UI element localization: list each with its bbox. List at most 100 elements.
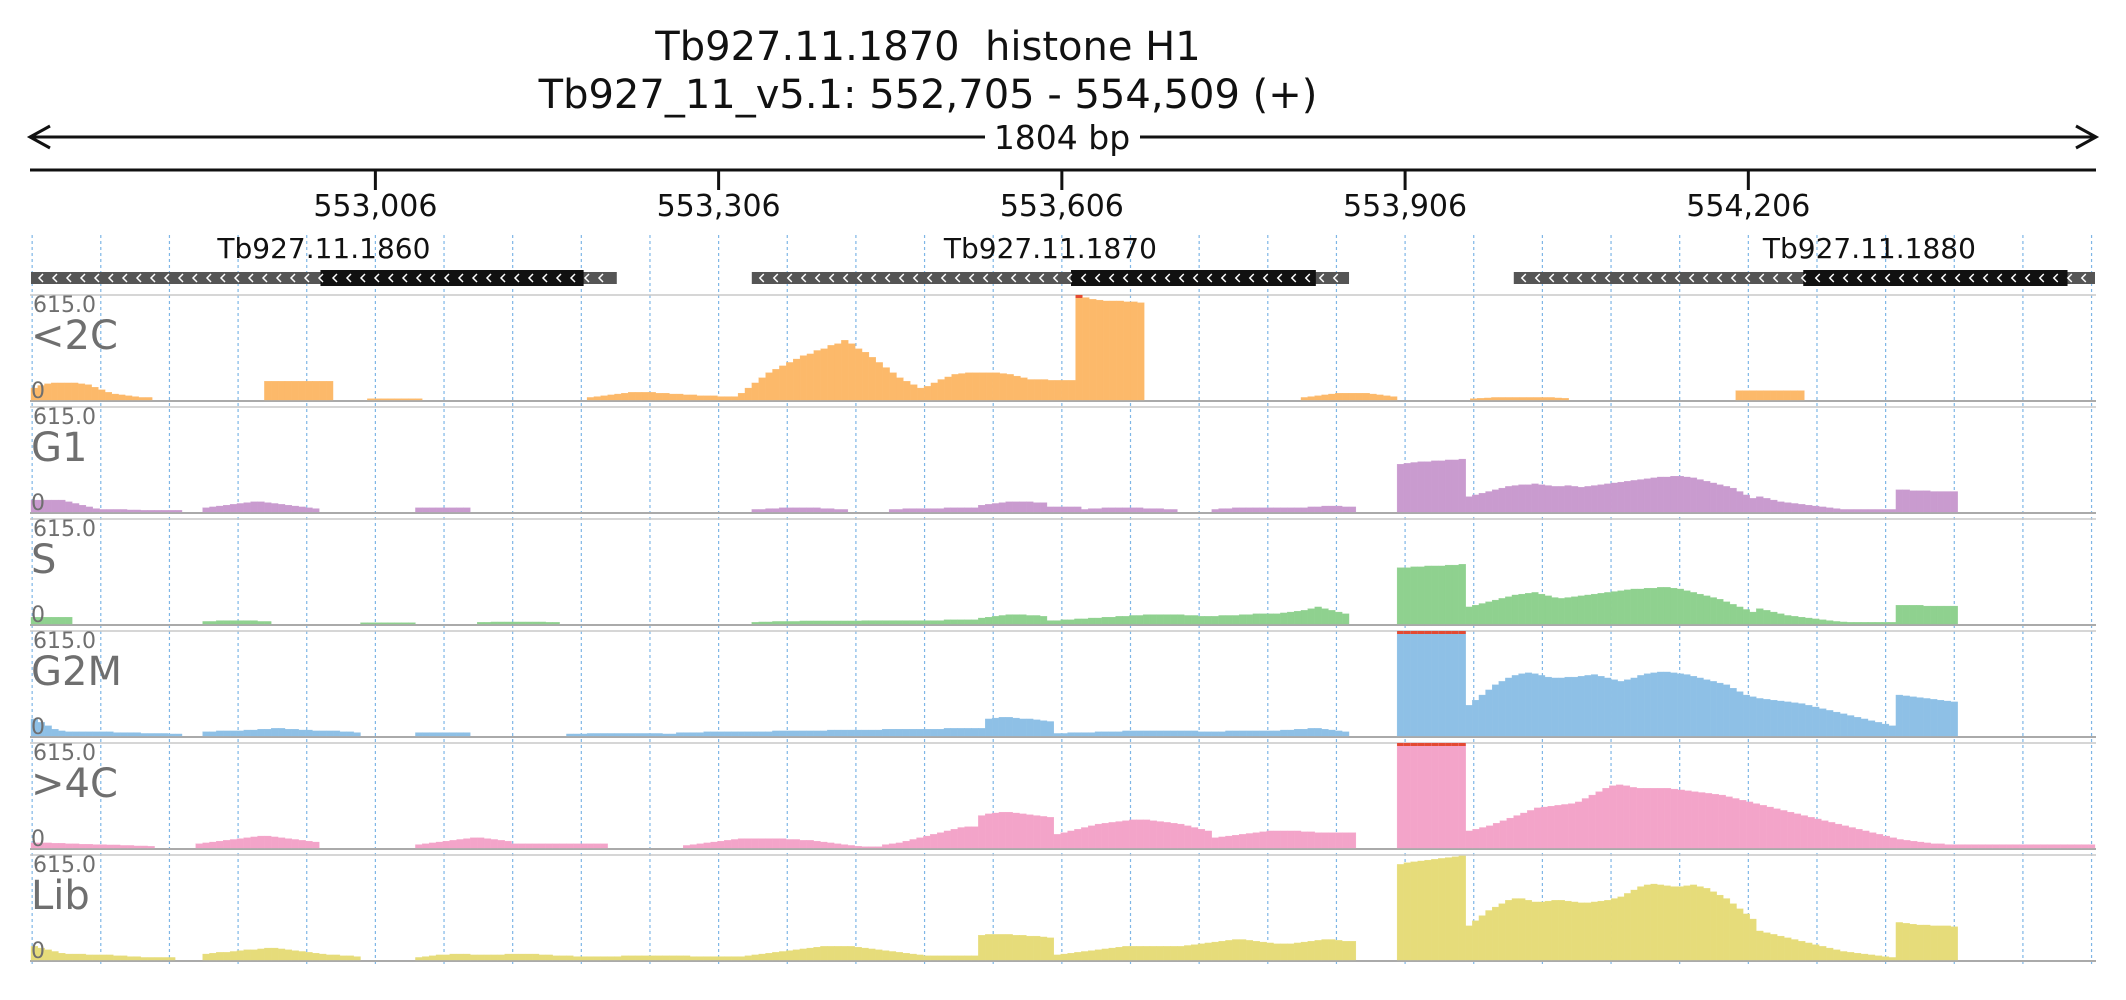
signal-bar <box>1410 566 1418 625</box>
signal-bar <box>710 956 718 961</box>
signal-bar <box>751 838 759 849</box>
signal-bar <box>827 345 835 401</box>
signal-bar <box>44 617 52 625</box>
signal-bar <box>1266 507 1274 513</box>
signal-bar <box>1709 597 1717 625</box>
signal-bar <box>1518 593 1526 625</box>
signal-bar <box>1348 832 1357 849</box>
signal-bar <box>1472 699 1480 737</box>
signal-bar <box>120 955 128 961</box>
strand-arrow-icon <box>856 273 863 283</box>
signal-bar <box>1544 900 1552 961</box>
signal-bar <box>1846 952 1855 961</box>
signal-bar <box>1763 610 1771 625</box>
signal-bar <box>1790 390 1798 401</box>
signal-bar <box>1520 812 1528 849</box>
signal-bar <box>1860 622 1869 625</box>
signal-bar <box>1067 830 1075 849</box>
signal-bar <box>1252 941 1260 961</box>
axis-tick-label: 553,006 <box>313 189 437 224</box>
signal-bar <box>374 398 382 401</box>
signal-bar <box>621 733 629 737</box>
signal-bar <box>957 955 965 961</box>
signal-bar <box>1888 509 1897 513</box>
signal-bar <box>1293 830 1302 849</box>
signal-bar <box>1505 397 1513 401</box>
signal-bar <box>717 956 725 961</box>
signal-bar <box>525 953 533 961</box>
signal-bar <box>799 840 807 849</box>
signal-bar <box>1046 937 1054 961</box>
strand-arrow-icon <box>1982 273 1989 283</box>
signal-bar <box>1039 720 1048 737</box>
signal-bar <box>1472 494 1480 513</box>
signal-bar <box>463 953 471 961</box>
signal-bar <box>648 392 656 401</box>
signal-bar <box>161 510 169 513</box>
signal-bar <box>628 392 636 401</box>
signal-bar <box>57 382 65 401</box>
signal-bar <box>1518 484 1526 513</box>
signal-bar <box>1197 943 1206 961</box>
signal-bar <box>1225 940 1233 961</box>
signal-bar <box>435 507 444 513</box>
signal-bar <box>1266 830 1274 849</box>
signal-bar <box>717 841 725 849</box>
signal-bar <box>367 398 375 401</box>
signal-bar <box>91 387 99 401</box>
signal-bar <box>1889 837 1897 849</box>
strand-arrow-icon <box>331 273 338 283</box>
signal-bar <box>854 620 862 625</box>
signal-bar <box>1604 677 1612 737</box>
signal-bar <box>1129 946 1137 961</box>
signal-bar <box>1902 695 1910 737</box>
signal-bar <box>1683 885 1691 961</box>
signal-bar <box>834 509 842 513</box>
signal-bar <box>1527 810 1535 849</box>
signal-bar <box>1657 587 1665 625</box>
signal-bar <box>2019 844 2027 849</box>
signal-bar <box>133 509 141 513</box>
strand-arrow-icon <box>289 273 296 283</box>
signal-bar <box>882 844 890 849</box>
signal-bar <box>538 843 547 849</box>
signal-bar <box>99 509 107 513</box>
signal-bar <box>1081 951 1089 961</box>
signal-bar <box>113 955 121 961</box>
signal-bar <box>1245 940 1254 961</box>
signal-bar <box>1328 729 1336 737</box>
signal-bar <box>1485 689 1493 737</box>
strand-arrow-icon <box>2066 273 2073 283</box>
signal-bar <box>1575 801 1583 849</box>
signal-bar <box>744 387 752 401</box>
signal-bar <box>1184 615 1192 625</box>
signal-bar <box>422 732 430 737</box>
signal-bar <box>1881 509 1890 513</box>
strand-arrow-icon <box>275 273 282 283</box>
signal-bar <box>1053 954 1061 961</box>
signal-bar <box>1812 706 1820 737</box>
signal-bar <box>2067 844 2075 849</box>
signal-bar <box>964 826 972 849</box>
signal-bar <box>1123 301 1131 401</box>
signal-bar <box>1709 482 1717 513</box>
signal-bar <box>1793 813 1802 849</box>
signal-bar <box>737 393 746 401</box>
signal-bar <box>710 395 718 401</box>
signal-bar <box>277 504 286 513</box>
signal-bar <box>1232 615 1240 625</box>
signal-bar <box>957 728 965 737</box>
signal-bar <box>1518 673 1526 737</box>
signal-bar <box>1807 817 1815 849</box>
signal-bar <box>271 503 279 513</box>
strand-arrow-icon <box>1870 273 1877 283</box>
strand-arrow-icon <box>527 273 534 283</box>
strand-arrow-icon <box>1814 273 1821 283</box>
signal-bar <box>1458 742 1466 849</box>
signal-bar <box>1936 925 1945 961</box>
signal-bar <box>1511 898 1519 961</box>
signal-bar <box>1916 924 1924 961</box>
strand-arrow-icon <box>1660 273 1667 283</box>
signal-bar <box>751 509 759 513</box>
signal-bar <box>1763 699 1771 737</box>
